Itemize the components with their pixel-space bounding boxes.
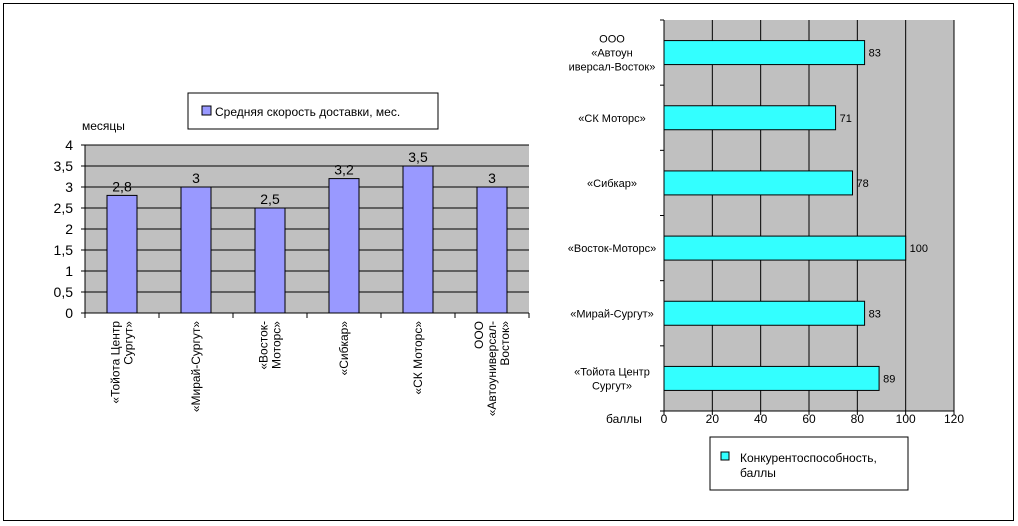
right-value-label: 83 — [869, 48, 881, 60]
left-legend-swatch — [201, 105, 212, 116]
right-category-label: «Сибкар» — [587, 178, 637, 190]
left-legend: Средняя скорость доставки, мес. — [187, 92, 439, 130]
left-y-tick-label: 1 — [65, 263, 73, 279]
right-legend: Конкурентоспособность, баллы — [709, 436, 909, 491]
right-category-line: «Восток-Моторс» — [568, 243, 657, 255]
left-category-label: «Тойота ЦентрСургут» — [109, 321, 136, 404]
left-category-label: ООО«Автоуниверсал-Восток» — [472, 321, 512, 417]
right-category-line: Сургут» — [592, 380, 632, 392]
right-legend-box — [709, 436, 909, 491]
left-value-label: 3,2 — [334, 162, 354, 178]
right-category-label: «Мирай-Сургут» — [570, 308, 654, 320]
left-y-axis-label: месяцы — [82, 119, 125, 133]
left-y-tick-label: 3 — [65, 179, 73, 195]
left-bar — [106, 194, 138, 314]
left-y-tick-label: 1,5 — [54, 242, 74, 258]
left-category-line: Восток» — [498, 321, 512, 366]
right-x-tick-label: 120 — [944, 412, 964, 426]
right-bar — [663, 105, 837, 131]
left-bar — [476, 186, 508, 314]
left-bar — [402, 165, 434, 314]
right-x-tick-label: 40 — [754, 412, 768, 426]
right-legend-line: баллы — [740, 466, 776, 480]
left-category-label: «СК Моторс» — [411, 321, 425, 395]
left-category-line: «СК Моторс» — [411, 321, 425, 395]
right-category-label: «Восток-Моторс» — [568, 243, 657, 255]
left-y-tick-label: 3,5 — [54, 158, 74, 174]
right-legend-label: Конкурентоспособность, баллы — [740, 451, 880, 480]
left-value-label: 3 — [488, 170, 496, 186]
right-x-tick-label: 20 — [706, 412, 720, 426]
right-category-line: «Автоун — [591, 48, 633, 60]
left-category-line: Моторс» — [270, 321, 284, 369]
right-legend-line: Конкурентоспособность, — [740, 451, 877, 465]
right-legend-swatch — [720, 451, 730, 461]
left-y-tick-label: 2 — [65, 221, 73, 237]
left-y-tick-label: 4 — [65, 137, 73, 153]
right-value-label: 78 — [857, 178, 869, 190]
right-bar — [663, 170, 853, 196]
left-category-label: «Восток-Моторс» — [257, 321, 284, 370]
right-bar — [663, 235, 907, 261]
right-bar — [663, 300, 866, 326]
left-category-line: «Сибкар» — [337, 321, 351, 376]
delivery-speed-chart: 2,8 3 2,5 3,2 3,5 3 0 0,5 1 1,5 2 2,5 3 3,5 4 «Тойота… — [54, 92, 530, 417]
right-category-line: «СК Моторс» — [578, 113, 645, 125]
right-category-line: ООО — [599, 34, 625, 46]
left-category-line: «Автоуниверсал- — [485, 321, 499, 416]
right-value-label: 83 — [869, 308, 881, 320]
left-category-line: Сургут» — [122, 321, 136, 365]
right-category-line: «Сибкар» — [587, 178, 637, 190]
left-category-line: ООО — [472, 321, 486, 349]
left-legend-box — [187, 92, 439, 130]
left-y-tick-label: 0,5 — [54, 284, 74, 300]
right-category-line: «Мирай-Сургут» — [570, 308, 654, 320]
right-x-tick-label: 0 — [661, 412, 668, 426]
left-y-tick-label: 0 — [65, 305, 73, 321]
left-category-line: «Мирай-Сургут» — [189, 321, 203, 412]
left-bar — [180, 186, 212, 314]
right-value-label: 100 — [910, 243, 928, 255]
left-bar — [328, 178, 360, 314]
left-legend-label: Средняя скорость доставки, мес. — [215, 105, 400, 119]
left-bar — [254, 207, 286, 314]
left-category-label: «Сибкар» — [337, 321, 351, 376]
right-x-tick-label: 100 — [896, 412, 916, 426]
right-value-label: 89 — [883, 373, 895, 385]
left-category-line: «Тойота Центр — [109, 321, 123, 404]
left-value-label: 3,5 — [408, 149, 428, 165]
right-x-axis-label: баллы — [606, 412, 642, 426]
competitiveness-chart: 83 71 78 100 83 89 0 20 40 60 80 100 120 ООО «Автоун… — [568, 19, 964, 491]
right-x-tick-label: 80 — [851, 412, 865, 426]
right-bar — [663, 365, 880, 391]
left-value-label: 2,8 — [112, 178, 132, 194]
right-category-line: «Тойота Центр — [574, 366, 650, 378]
left-category-label: «Мирай-Сургут» — [189, 321, 203, 412]
right-category-line: иверсал-Восток» — [569, 62, 656, 74]
right-value-label: 71 — [840, 113, 852, 125]
left-y-tick-label: 2,5 — [54, 200, 74, 216]
left-category-line: «Восток- — [257, 321, 271, 370]
right-category-label: «СК Моторс» — [578, 113, 645, 125]
right-category-label: «Тойота Центр Сургут» — [574, 366, 650, 392]
right-bar — [663, 40, 866, 66]
left-value-label: 2,5 — [260, 191, 280, 207]
left-value-label: 3 — [192, 170, 200, 186]
right-category-label: ООО «Автоун иверсал-Восток» — [569, 34, 656, 74]
right-x-tick-label: 60 — [802, 412, 816, 426]
